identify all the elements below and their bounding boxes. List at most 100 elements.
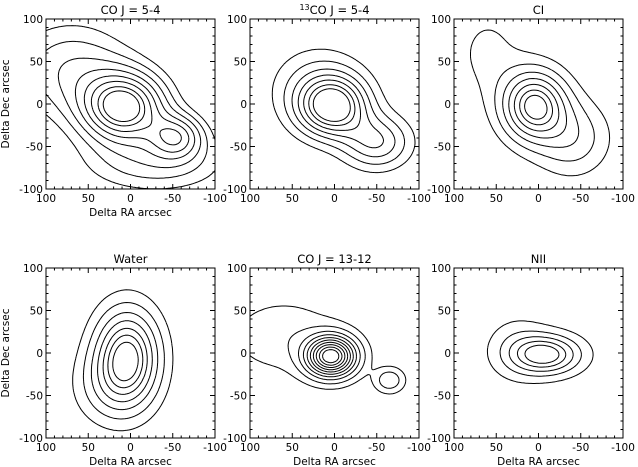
y-tick-label: 0 bbox=[444, 348, 451, 360]
panel-title: 13CO J = 5-4 bbox=[299, 3, 369, 17]
panel-title: NII bbox=[531, 252, 546, 266]
y-tick-label: 50 bbox=[438, 306, 451, 318]
contour-level-4 bbox=[297, 74, 384, 149]
y-tick-label: 50 bbox=[234, 306, 247, 318]
x-tick-label: 50 bbox=[490, 193, 503, 205]
contour-level-4 bbox=[97, 320, 153, 403]
x-axis-label: Delta RA arcsec bbox=[293, 456, 376, 467]
y-tick-label: -100 bbox=[223, 433, 247, 445]
contour-level-7 bbox=[312, 341, 349, 371]
y-tick-label: -100 bbox=[19, 184, 43, 196]
contour-level-4 bbox=[516, 340, 567, 368]
contour-level-5 bbox=[513, 83, 560, 132]
x-tick-label: 100 bbox=[36, 442, 56, 454]
y-tick-label: 100 bbox=[431, 14, 451, 26]
plot-frame bbox=[45, 267, 216, 439]
contour-level-1 bbox=[486, 320, 594, 384]
y-tick-label: 0 bbox=[444, 99, 451, 111]
contour-level-9 bbox=[318, 346, 343, 366]
x-tick-label: -100 bbox=[611, 442, 635, 454]
x-tick-label: -100 bbox=[203, 193, 227, 205]
contour-level-1 bbox=[249, 305, 407, 395]
y-tick-label: -100 bbox=[427, 433, 451, 445]
x-tick-label: 50 bbox=[82, 442, 95, 454]
contour-level-5 bbox=[83, 75, 190, 153]
y-tick-label: -50 bbox=[26, 391, 43, 403]
y-tick-label: 0 bbox=[240, 99, 247, 111]
contour-level-3 bbox=[508, 336, 574, 372]
x-tick-label: -100 bbox=[407, 193, 431, 205]
y-tick-label: -50 bbox=[230, 391, 247, 403]
y-tick-label: -100 bbox=[223, 184, 247, 196]
contour-level-2 bbox=[283, 60, 406, 165]
x-tick-label: 100 bbox=[36, 193, 56, 205]
contour-level-6 bbox=[308, 84, 356, 126]
y-tick-label: -100 bbox=[19, 433, 43, 445]
y-tick-label: 100 bbox=[431, 263, 451, 275]
y-axis-label: Delta Dec arcsec bbox=[0, 308, 12, 397]
x-tick-label: -50 bbox=[164, 193, 181, 205]
contour-level-8 bbox=[315, 344, 346, 368]
contour-level-2 bbox=[287, 325, 400, 389]
y-tick-label: -50 bbox=[230, 142, 247, 154]
x-tick-label: -50 bbox=[572, 193, 589, 205]
contour-level-2 bbox=[494, 63, 595, 162]
y-tick-label: -50 bbox=[26, 142, 43, 154]
contour-level-2 bbox=[45, 40, 208, 179]
y-tick-label: 100 bbox=[227, 263, 247, 275]
x-tick-label: -50 bbox=[368, 442, 385, 454]
y-tick-label: 100 bbox=[227, 14, 247, 26]
contour-level-5 bbox=[524, 344, 560, 364]
contour-level-2 bbox=[499, 330, 582, 377]
x-tick-label: 0 bbox=[331, 442, 338, 454]
x-tick-label: -50 bbox=[164, 442, 181, 454]
panel-title: CO J = 5-4 bbox=[101, 3, 161, 17]
x-tick-label: -50 bbox=[572, 442, 589, 454]
title-main: CO J = 5-4 bbox=[310, 3, 370, 17]
x-tick-label: -50 bbox=[368, 193, 385, 205]
y-tick-label: -100 bbox=[427, 184, 451, 196]
y-tick-label: 50 bbox=[30, 57, 43, 69]
contour-level-3 bbox=[57, 57, 202, 169]
panel-title: Water bbox=[114, 252, 148, 266]
contour-level-1 bbox=[45, 25, 216, 190]
y-tick-label: 0 bbox=[36, 99, 43, 111]
x-tick-label: 0 bbox=[535, 193, 542, 205]
x-axis-label: Delta RA arcsec bbox=[89, 456, 172, 467]
x-tick-label: 50 bbox=[286, 442, 299, 454]
title-superscript: 13 bbox=[299, 3, 309, 12]
x-tick-label: -100 bbox=[203, 442, 227, 454]
x-tick-label: 50 bbox=[82, 193, 95, 205]
x-tick-label: 0 bbox=[535, 442, 542, 454]
y-tick-label: -50 bbox=[434, 391, 451, 403]
contour-level-5 bbox=[306, 337, 354, 375]
x-axis-label: Delta RA arcsec bbox=[497, 456, 580, 467]
x-tick-label: 0 bbox=[127, 442, 134, 454]
contour-level-4 bbox=[74, 68, 196, 160]
contour-level-1 bbox=[271, 48, 416, 174]
y-tick-label: 100 bbox=[23, 263, 43, 275]
y-tick-label: 50 bbox=[438, 57, 451, 69]
y-axis-label: Delta Dec arcsec bbox=[0, 59, 12, 148]
contour-level-1 bbox=[470, 29, 611, 177]
x-axis-label: Delta RA arcsec bbox=[89, 207, 172, 219]
panel-title: CO J = 13-12 bbox=[297, 252, 372, 266]
contour-level-5 bbox=[303, 79, 361, 131]
plot-frame bbox=[45, 18, 216, 190]
contour-level-7 bbox=[524, 94, 548, 120]
contour-level-7 bbox=[112, 341, 139, 382]
plot-frame bbox=[453, 267, 624, 439]
contour-level-10 bbox=[322, 349, 340, 364]
x-tick-label: 100 bbox=[444, 193, 464, 205]
y-tick-label: 0 bbox=[240, 348, 247, 360]
x-tick-label: 50 bbox=[490, 442, 503, 454]
x-tick-label: -100 bbox=[407, 442, 431, 454]
y-tick-label: -50 bbox=[434, 142, 451, 154]
